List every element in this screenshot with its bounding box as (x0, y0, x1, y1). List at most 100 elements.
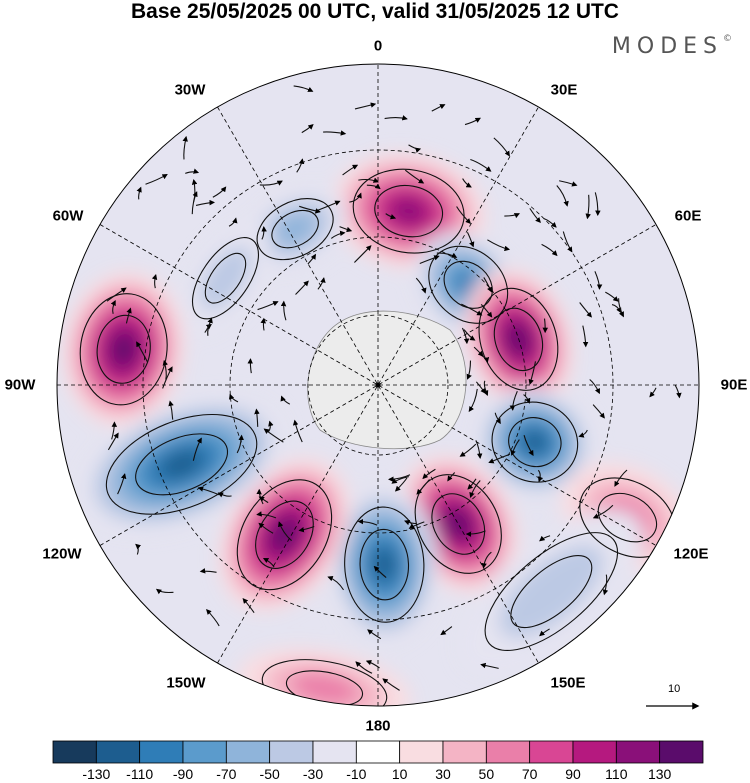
wind-vector (592, 404, 605, 419)
wind-vector (191, 191, 198, 215)
wind-vector (354, 245, 372, 263)
colorbar-tick-label: -50 (259, 766, 280, 782)
lon-label-120e: 120E (673, 545, 709, 563)
lon-label-120w: 120W (42, 545, 82, 563)
wind-vector (339, 226, 353, 233)
south-pole-marker (375, 382, 381, 388)
colorbar-swatch (572, 740, 617, 764)
wind-vector (295, 280, 309, 295)
lon-label-150e: 150E (550, 674, 586, 692)
wind-vector (473, 346, 484, 357)
colorbar-swatch (312, 740, 357, 764)
reference-vector-label: 10 (668, 683, 681, 695)
wind-vector (168, 400, 174, 420)
wind-vector (293, 85, 314, 92)
wind-vector (559, 180, 578, 187)
wind-vector (365, 659, 380, 669)
wind-vector (342, 164, 359, 176)
streamline (597, 492, 658, 543)
wind-vector (117, 473, 127, 495)
colorbar-tick-label: 90 (565, 766, 581, 782)
wind-vector (242, 597, 255, 614)
colorbar-swatch (269, 740, 314, 764)
wind-vector (539, 535, 551, 542)
wind-vector (466, 232, 475, 248)
wind-vector (263, 428, 284, 443)
streamline (359, 528, 410, 601)
wind-vector (373, 565, 387, 578)
wind-vector (385, 213, 397, 220)
colorbar-swatch (399, 740, 444, 764)
wind-vector (280, 300, 287, 321)
streamline (105, 413, 258, 515)
colorbar-swatch (95, 740, 141, 764)
colorbar-swatch (355, 740, 401, 764)
wind-vector (301, 124, 314, 134)
wind-vector (136, 186, 142, 200)
wind-vector (135, 543, 142, 555)
colorbar-swatch (225, 740, 271, 764)
wind-vector (594, 192, 601, 217)
streamline (374, 184, 444, 238)
colorbar-swatch (529, 740, 574, 764)
wind-vector (528, 361, 537, 385)
wind-vector (605, 291, 619, 302)
wind-vector (259, 180, 283, 186)
wind-vector (256, 488, 264, 505)
streamline (508, 417, 562, 468)
wind-vector (192, 437, 202, 461)
anomaly-contour (272, 521, 297, 549)
wind-vector (523, 435, 534, 456)
wind-vector (258, 522, 274, 534)
wind-vector (197, 486, 220, 496)
meridian-line (99, 224, 657, 546)
wind-vector (254, 408, 260, 427)
wind-vector (317, 200, 341, 211)
lon-label-90e: 90E (720, 376, 748, 394)
streamline (256, 198, 334, 261)
wind-vector (206, 609, 220, 627)
colorbar-tick-label: 30 (435, 766, 451, 782)
wind-vector (404, 169, 425, 184)
wind-vector (618, 298, 624, 318)
wind-vector (529, 208, 541, 223)
wind-vector (162, 366, 173, 389)
wind-vector (579, 302, 592, 318)
wind-vector (298, 526, 315, 533)
wind-vector (195, 199, 215, 206)
colorbar-tick-label: 50 (478, 766, 495, 782)
wind-vector (470, 158, 492, 172)
polar-map (56, 63, 700, 707)
wind-vector (327, 575, 345, 591)
wind-vector (494, 412, 501, 425)
colorbar-tick-label: -10 (346, 766, 367, 782)
streamline (261, 659, 388, 706)
wind-vector (182, 135, 188, 160)
wind-vector (212, 186, 227, 198)
wind-vector (582, 325, 589, 348)
wind-vector (523, 394, 531, 404)
wind-vector (217, 492, 232, 498)
wind-vector (394, 477, 408, 492)
streamline (493, 307, 544, 372)
wind-vector (461, 327, 470, 345)
lon-label-60e: 60E (674, 207, 702, 225)
wind-vector (384, 115, 408, 121)
wind-vector (602, 574, 609, 596)
wind-vector (674, 384, 682, 399)
wind-vector (366, 183, 381, 190)
lon-label-90w: 90W (4, 376, 36, 394)
wind-vector (257, 301, 279, 311)
streamline (204, 252, 247, 304)
wind-vector (493, 137, 510, 157)
wind-vector (468, 388, 478, 412)
wind-vector (299, 205, 321, 214)
wind-vector (228, 217, 238, 227)
colorbar-swatch (442, 740, 487, 764)
lon-label-30e: 30E (550, 81, 578, 99)
wind-vector (258, 496, 269, 504)
colorbar-tick-label: -30 (302, 766, 324, 782)
wind-vector (260, 317, 266, 331)
lon-label-180: 180 (365, 717, 391, 735)
meridian-line (99, 224, 657, 546)
